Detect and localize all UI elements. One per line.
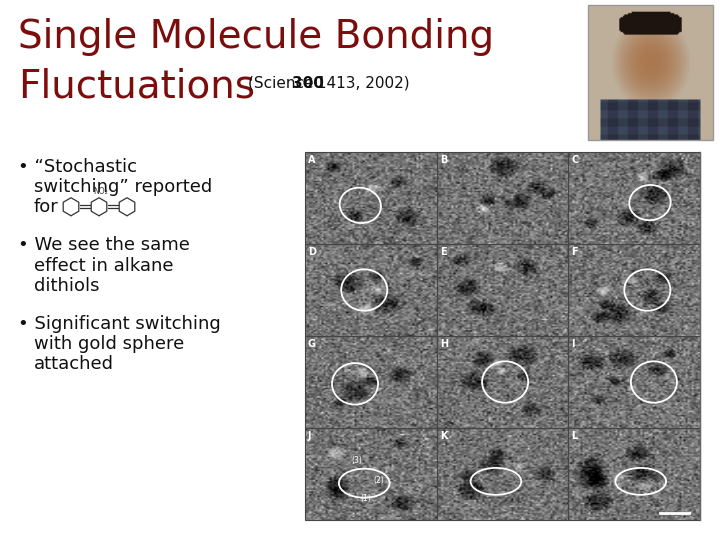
Text: • Significant switching: • Significant switching — [18, 315, 221, 333]
Text: (3): (3) — [351, 456, 362, 464]
Text: (1): (1) — [360, 494, 371, 503]
Text: A: A — [308, 155, 315, 165]
Bar — [436, 428, 568, 520]
Text: I: I — [572, 339, 575, 349]
Bar — [568, 152, 700, 244]
Bar — [568, 244, 700, 336]
Text: G: G — [308, 339, 316, 349]
Text: Single Molecule Bonding: Single Molecule Bonding — [18, 18, 494, 56]
Bar — [588, 5, 713, 140]
Text: switching” reported: switching” reported — [34, 178, 212, 196]
Text: L: L — [572, 431, 577, 441]
Text: (2): (2) — [374, 476, 384, 485]
Text: (Science: (Science — [248, 76, 318, 91]
Text: • We see the same: • We see the same — [18, 237, 190, 254]
Bar — [436, 152, 568, 244]
Text: F: F — [572, 247, 578, 257]
Bar — [305, 336, 436, 428]
Text: • “Stochastic: • “Stochastic — [18, 158, 137, 176]
Bar — [568, 336, 700, 428]
Text: J: J — [308, 431, 312, 441]
Text: NO₂: NO₂ — [94, 187, 109, 195]
Text: B: B — [440, 155, 447, 165]
Text: D: D — [308, 247, 316, 257]
Text: 1413, 2002): 1413, 2002) — [312, 76, 410, 91]
Text: attached: attached — [34, 355, 114, 373]
Bar — [436, 336, 568, 428]
Text: with gold sphere: with gold sphere — [34, 335, 184, 353]
Bar — [436, 244, 568, 336]
Text: H: H — [440, 339, 448, 349]
Text: dithiols: dithiols — [34, 276, 99, 295]
Text: effect in alkane: effect in alkane — [34, 256, 174, 275]
Text: C: C — [572, 155, 579, 165]
Text: E: E — [440, 247, 446, 257]
Bar — [305, 152, 436, 244]
Text: 300: 300 — [292, 76, 324, 91]
Text: Fluctuations: Fluctuations — [18, 68, 255, 106]
Bar — [305, 244, 436, 336]
Text: for: for — [34, 198, 59, 217]
Bar — [305, 428, 436, 520]
Bar — [568, 428, 700, 520]
Text: K: K — [440, 431, 447, 441]
